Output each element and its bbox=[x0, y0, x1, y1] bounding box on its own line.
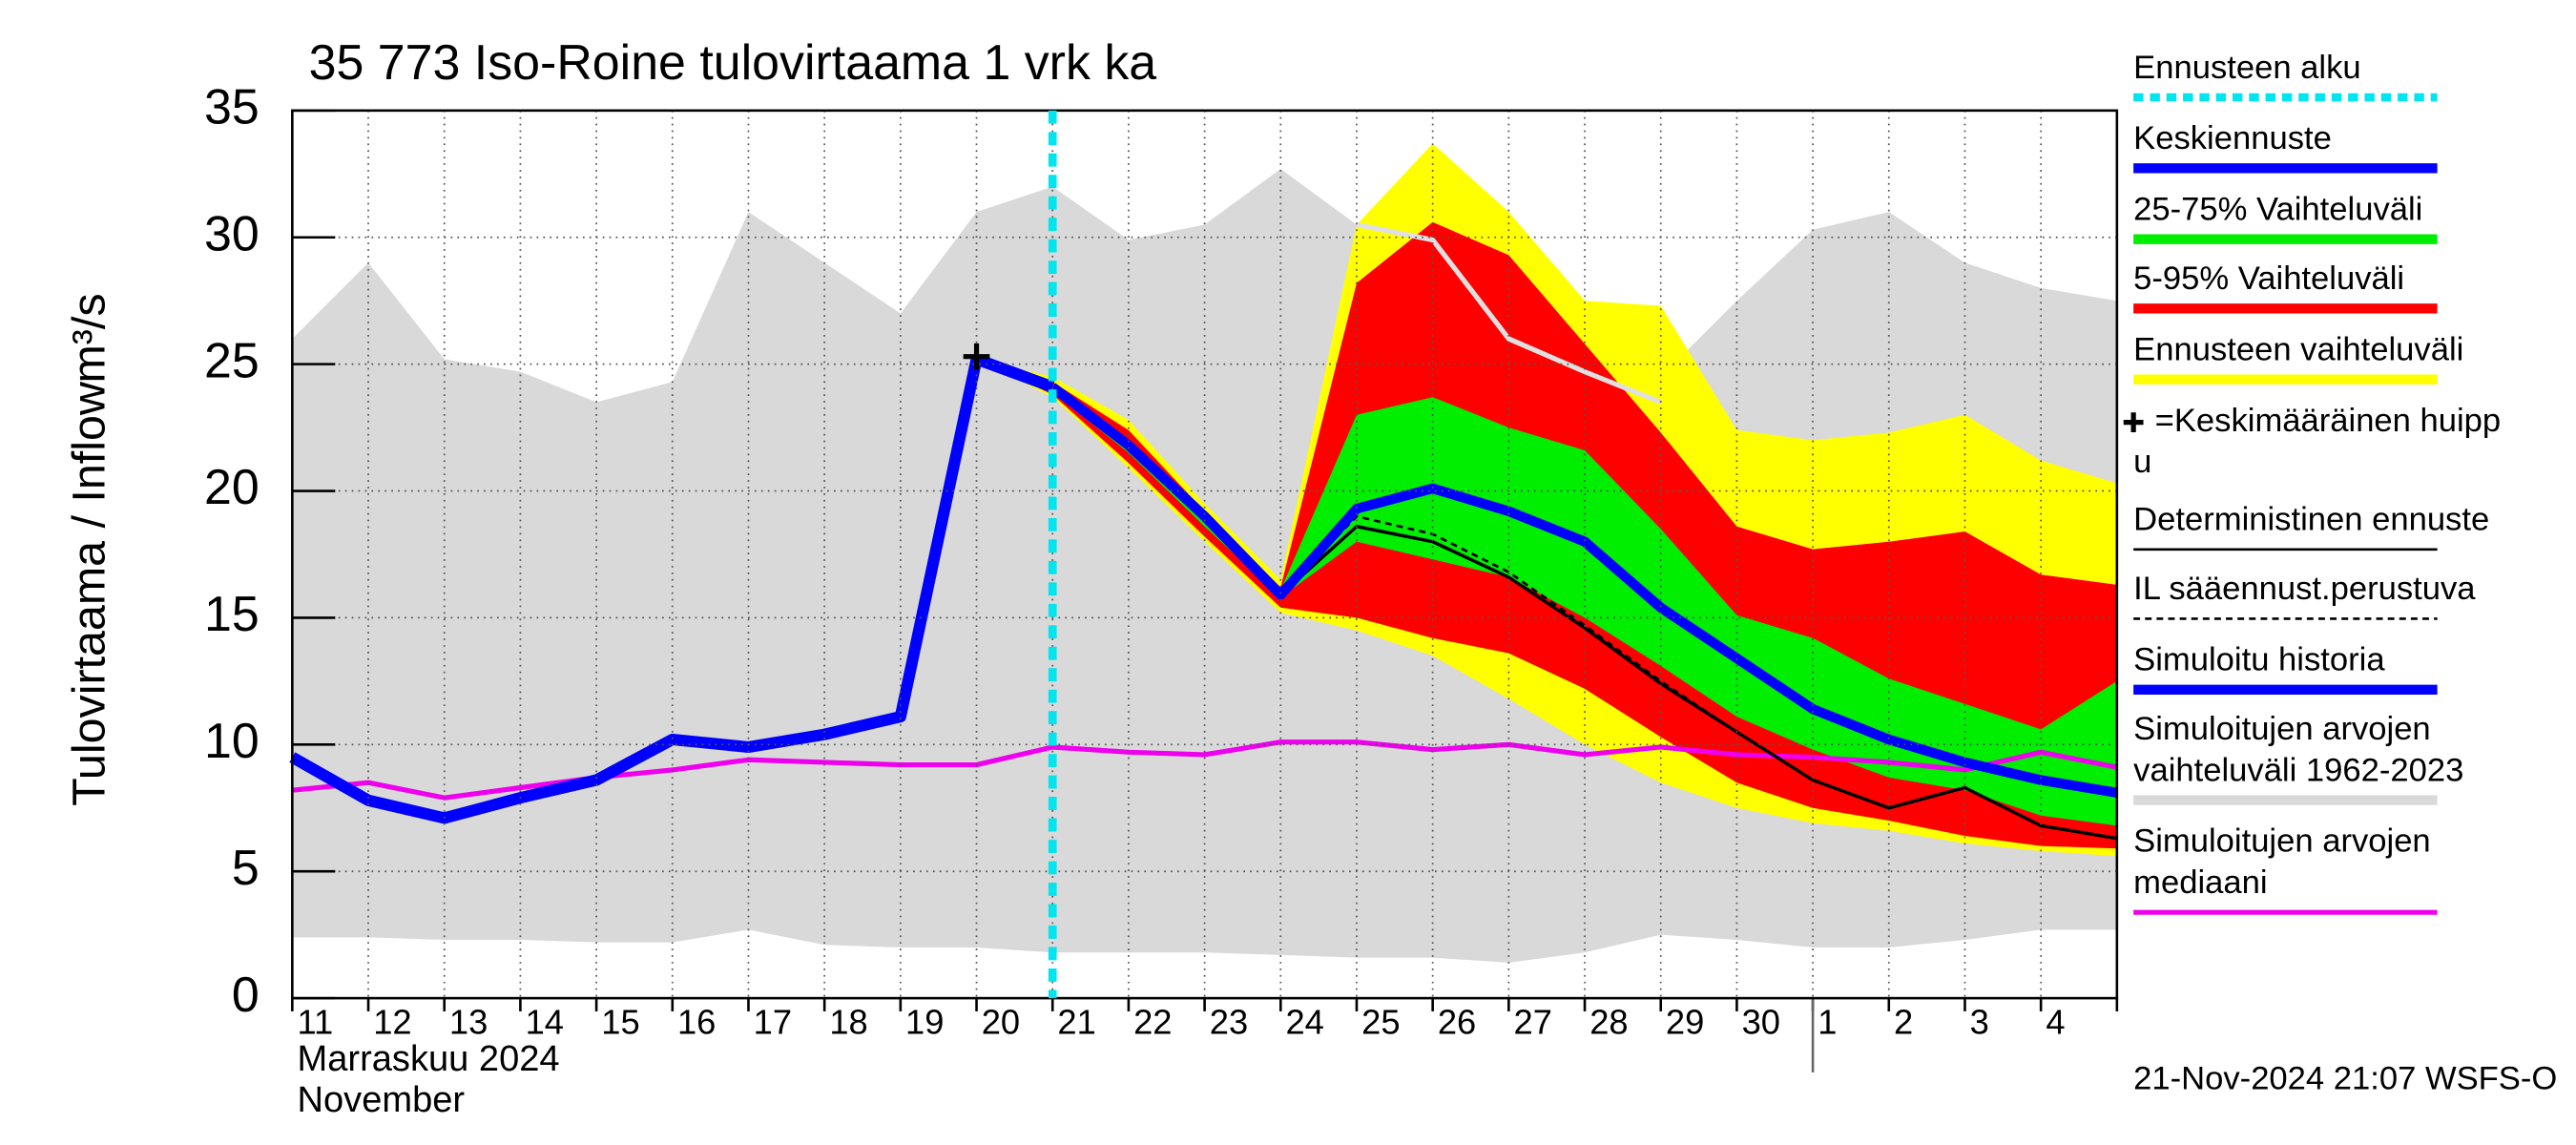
x-tick-label: 25 bbox=[1361, 1002, 1400, 1041]
legend-label: IL sääennust.perustuva bbox=[2133, 571, 2476, 607]
legend-label: =Keskimääräinen huipp bbox=[2155, 403, 2502, 439]
legend-label: vaihteluväli 1962-2023 bbox=[2133, 752, 2463, 788]
month-label: November bbox=[298, 1080, 466, 1120]
x-tick-label: 13 bbox=[449, 1002, 488, 1041]
x-tick-label: 18 bbox=[829, 1002, 867, 1041]
x-tick-label: 1 bbox=[1818, 1002, 1837, 1041]
footer: 21-Nov-2024 21:07 WSFS-O bbox=[2133, 1061, 2557, 1097]
series-line bbox=[1049, 383, 2118, 798]
chart-title: 35 773 Iso-Roine tulovirtaama 1 vrk ka bbox=[309, 34, 1157, 90]
x-tick-label: 27 bbox=[1514, 1002, 1552, 1041]
y-axis-unit: m³/s bbox=[64, 293, 115, 383]
x-tick-label: 4 bbox=[2046, 1002, 2065, 1041]
legend-label: Keskiennuste bbox=[2133, 120, 2332, 156]
series-line bbox=[1356, 221, 1662, 405]
x-tick-label: 28 bbox=[1589, 1002, 1628, 1041]
legend-label: 25-75% Vaihteluväli bbox=[2133, 191, 2422, 227]
x-tick-label: 11 bbox=[298, 1002, 334, 1041]
y-tick-label: 10 bbox=[204, 713, 260, 768]
legend-label: Simuloitujen arvojen bbox=[2133, 711, 2431, 747]
x-tick-label: 17 bbox=[754, 1002, 792, 1041]
x-tick-label: 26 bbox=[1438, 1002, 1476, 1041]
x-tick-label: 3 bbox=[1970, 1002, 1989, 1041]
x-tick-label: 15 bbox=[601, 1002, 639, 1041]
x-tick-label: 20 bbox=[982, 1002, 1020, 1041]
x-tick-label: 19 bbox=[905, 1002, 944, 1041]
plot-frame bbox=[291, 109, 2119, 1000]
y-tick-label: 35 bbox=[204, 79, 260, 135]
x-tick-label: 12 bbox=[373, 1002, 411, 1041]
legend-label: Simuloitujen arvojen bbox=[2133, 823, 2431, 860]
legend-label: mediaani bbox=[2133, 864, 2267, 901]
legend-label: Ennusteen vaihteluväli bbox=[2133, 331, 2463, 367]
x-tick-label: 29 bbox=[1666, 1002, 1704, 1041]
month-label: Marraskuu 2024 bbox=[298, 1039, 560, 1079]
range-band bbox=[976, 359, 2117, 826]
y-tick-label: 25 bbox=[204, 332, 260, 387]
peak-marker bbox=[963, 343, 990, 370]
y-tick-label: 5 bbox=[232, 840, 260, 895]
x-tick-label: 30 bbox=[1742, 1002, 1780, 1041]
x-tick-label: 22 bbox=[1133, 1002, 1172, 1041]
legend-label: Simuloitu historia bbox=[2133, 642, 2385, 678]
x-tick-label: 2 bbox=[1894, 1002, 1913, 1041]
legend-label: 5-95% Vaihteluväli bbox=[2133, 260, 2404, 297]
legend-label: Deterministinen ennuste bbox=[2133, 502, 2489, 538]
y-axis-label: Tulovirtaama / Inflow bbox=[64, 381, 115, 806]
series-line bbox=[289, 353, 1055, 824]
legend-label: u bbox=[2133, 444, 2151, 480]
y-tick-label: 20 bbox=[204, 459, 260, 514]
legend-label: Ennusteen alku bbox=[2133, 50, 2361, 86]
legend-marker bbox=[2123, 412, 2144, 433]
x-tick-label: 23 bbox=[1210, 1002, 1248, 1041]
x-tick-label: 16 bbox=[677, 1002, 716, 1041]
x-tick-label: 14 bbox=[526, 1002, 564, 1041]
y-tick-label: 0 bbox=[232, 967, 260, 1022]
x-tick-label: 24 bbox=[1285, 1002, 1323, 1041]
y-tick-label: 15 bbox=[204, 586, 260, 641]
series-line bbox=[1279, 525, 2118, 841]
x-tick-label: 21 bbox=[1057, 1002, 1095, 1041]
y-tick-label: 30 bbox=[204, 205, 260, 260]
